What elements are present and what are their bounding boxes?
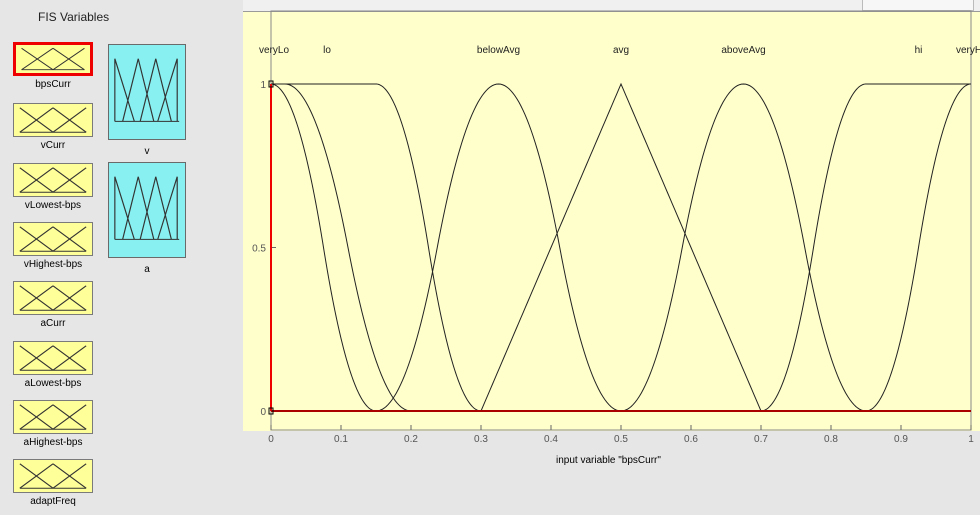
input-variable-label: aCurr bbox=[40, 318, 66, 329]
membership-icon bbox=[19, 404, 87, 430]
membership-icon bbox=[19, 345, 87, 371]
input-variable-label: vCurr bbox=[40, 140, 66, 151]
output-variable-label: a bbox=[144, 264, 150, 275]
x-tick-label: 0.2 bbox=[404, 434, 418, 445]
x-axis-label: input variable "bpsCurr" bbox=[556, 455, 661, 466]
output-variable-label: v bbox=[144, 146, 150, 157]
input-variable-label: vLowest-bps bbox=[24, 200, 82, 211]
input-variable-block[interactable] bbox=[13, 400, 93, 434]
input-variable-block[interactable] bbox=[13, 459, 93, 493]
input-variable-block[interactable] bbox=[13, 281, 93, 315]
membership-icon bbox=[19, 463, 87, 489]
x-tick-label: 0.8 bbox=[824, 434, 838, 445]
x-tick-label: 0.6 bbox=[684, 434, 698, 445]
x-tick-label: 0 bbox=[268, 434, 274, 445]
input-variable-block[interactable] bbox=[13, 163, 93, 197]
input-variable-block[interactable] bbox=[13, 341, 93, 375]
x-tick-label: 0.4 bbox=[544, 434, 558, 445]
panel-title: FIS Variables bbox=[38, 10, 110, 24]
input-variable-label: aLowest-bps bbox=[24, 378, 82, 389]
x-tick-label: 0.9 bbox=[894, 434, 908, 445]
membership-icon bbox=[21, 47, 85, 71]
input-variable-label: aHighest-bps bbox=[23, 437, 83, 448]
membership-icon bbox=[19, 285, 87, 311]
membership-icon bbox=[19, 107, 87, 133]
input-variable-label: bpsCurr bbox=[35, 79, 71, 90]
input-variable-label: adaptFreq bbox=[30, 496, 76, 507]
input-variable-block[interactable] bbox=[13, 222, 93, 256]
output-variable-block[interactable] bbox=[108, 162, 186, 258]
output-variable-block[interactable] bbox=[108, 44, 186, 140]
input-variable-block[interactable] bbox=[13, 42, 93, 76]
x-tick-label: 1 bbox=[968, 434, 974, 445]
membership-icon bbox=[19, 167, 87, 193]
input-variable-label: vHighest-bps bbox=[23, 259, 83, 270]
input-variable-block[interactable] bbox=[13, 103, 93, 137]
x-tick-label: 0.7 bbox=[754, 434, 768, 445]
x-tick-label: 0.5 bbox=[614, 434, 628, 445]
toolbar-field[interactable] bbox=[862, 0, 974, 11]
plot-toolbar bbox=[243, 0, 980, 11]
x-tick-label: 0.3 bbox=[474, 434, 488, 445]
membership-icon bbox=[114, 176, 180, 240]
mf-plot-area[interactable] bbox=[243, 11, 980, 431]
membership-icon bbox=[19, 226, 87, 252]
membership-icon bbox=[114, 58, 180, 122]
x-tick-label: 0.1 bbox=[334, 434, 348, 445]
